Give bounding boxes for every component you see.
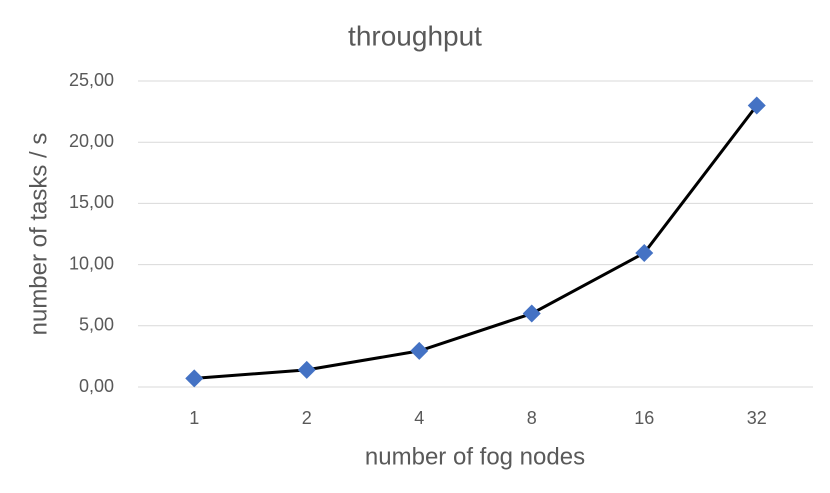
data-line	[194, 104, 758, 380]
x-tick-label: 4	[414, 408, 424, 428]
data-marker	[635, 243, 654, 262]
x-tick-label: 16	[634, 408, 654, 428]
y-tick-label: 0,00	[79, 376, 114, 396]
x-tick-label: 1	[189, 408, 199, 428]
data-marker	[410, 341, 429, 360]
y-axis-label: number of tasks / s	[25, 133, 52, 336]
y-tick-label: 10,00	[69, 253, 114, 273]
data-marker	[185, 369, 204, 388]
data-marker	[747, 96, 766, 115]
x-tick-label: 32	[747, 408, 767, 428]
data-marker	[297, 360, 316, 379]
y-tick-label: 20,00	[69, 131, 114, 151]
x-tick-label: 8	[527, 408, 537, 428]
y-tick-label: 25,00	[69, 70, 114, 90]
chart-title: throughput	[348, 20, 482, 51]
y-tick-label: 5,00	[79, 315, 114, 335]
y-tick-label: 15,00	[69, 192, 114, 212]
data-marker	[522, 304, 541, 323]
x-tick-label: 2	[302, 408, 312, 428]
x-axis-label: number of fog nodes	[365, 443, 585, 470]
